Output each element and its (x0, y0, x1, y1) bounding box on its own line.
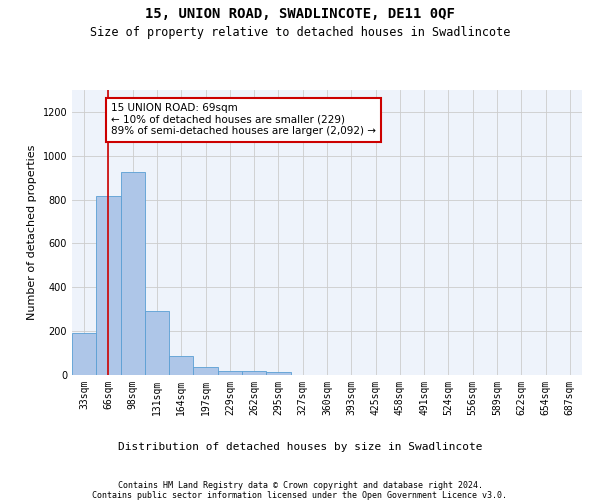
Text: 15 UNION ROAD: 69sqm
← 10% of detached houses are smaller (229)
89% of semi-deta: 15 UNION ROAD: 69sqm ← 10% of detached h… (111, 103, 376, 136)
Bar (121, 172, 145, 375)
Text: 15, UNION ROAD, SWADLINCOTE, DE11 0QF: 15, UNION ROAD, SWADLINCOTE, DE11 0QF (145, 8, 455, 22)
Bar (72, 334, 96, 375)
Y-axis label: Number of detached properties: Number of detached properties (27, 145, 37, 320)
Bar (96, 196, 121, 375)
Bar (218, 370, 242, 375)
Text: Contains HM Land Registry data © Crown copyright and database right 2024.: Contains HM Land Registry data © Crown c… (118, 481, 482, 490)
Bar (242, 372, 266, 375)
Text: Size of property relative to detached houses in Swadlincote: Size of property relative to detached ho… (90, 26, 510, 39)
Bar (266, 372, 290, 375)
Text: Contains public sector information licensed under the Open Government Licence v3: Contains public sector information licen… (92, 491, 508, 500)
Text: Distribution of detached houses by size in Swadlincote: Distribution of detached houses by size … (118, 442, 482, 452)
Bar (193, 368, 218, 375)
Bar (169, 356, 193, 375)
Bar (145, 312, 169, 375)
